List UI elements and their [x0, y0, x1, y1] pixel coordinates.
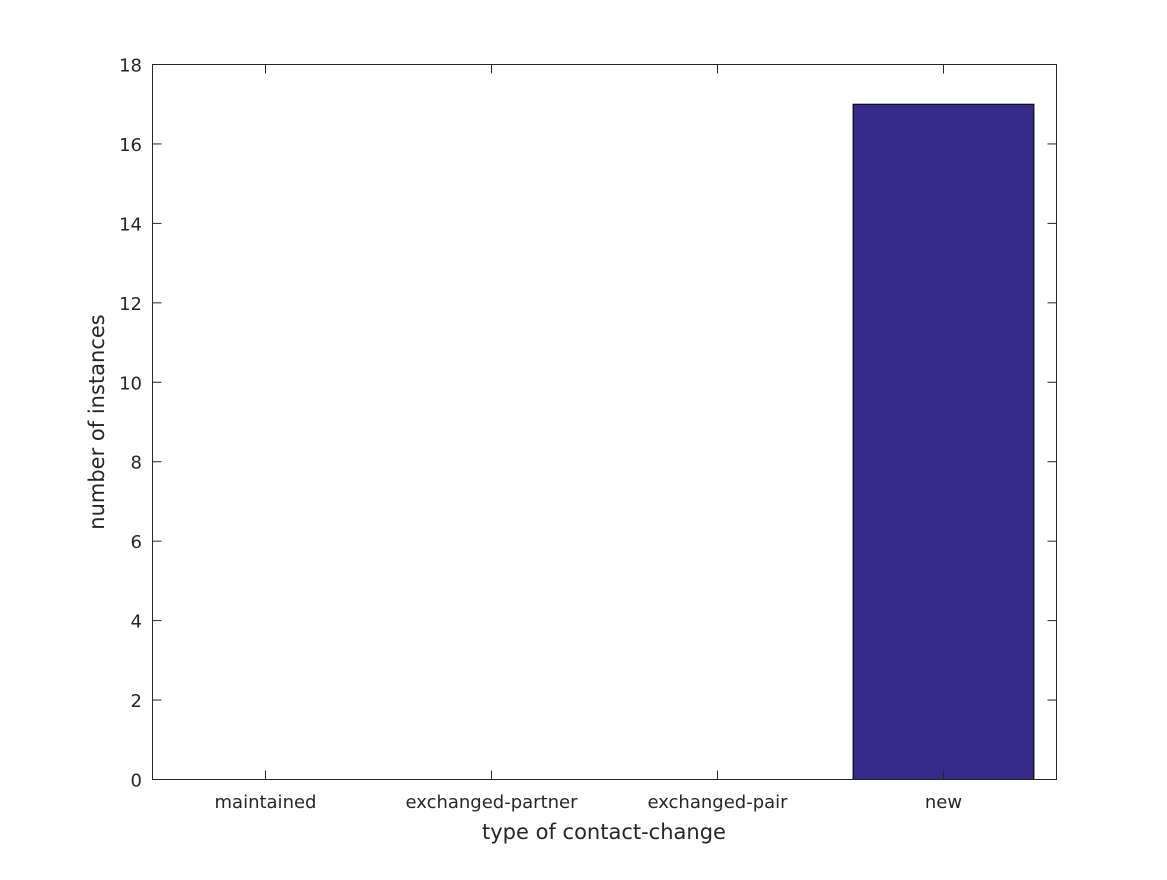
- y-tick-label: 6: [131, 532, 142, 553]
- y-axis-label: number of instances: [85, 314, 109, 529]
- y-tick-label: 12: [119, 294, 142, 315]
- x-tick-label: maintained: [215, 792, 317, 813]
- y-tick-label: 10: [119, 373, 142, 394]
- ticks: maintained exchanged-partner exchanged-pai…: [119, 56, 1057, 813]
- axes-box: [152, 64, 1057, 780]
- x-tick-label: exchanged-pair: [647, 792, 788, 813]
- y-tick-label: 4: [131, 612, 142, 633]
- y-tick-label: 14: [119, 214, 142, 235]
- bar-new: [852, 103, 1035, 780]
- y-tick-label: 2: [131, 691, 142, 712]
- y-tick-label: 16: [119, 135, 142, 156]
- y-tick-label: 0: [131, 771, 142, 792]
- y-tick-label: 8: [131, 453, 142, 474]
- x-axis-label: type of contact-change: [482, 820, 726, 844]
- y-tick-label: 18: [119, 56, 142, 77]
- x-tick-label: new: [925, 792, 962, 813]
- bars: [852, 103, 1035, 780]
- x-tick-label: exchanged-partner: [405, 792, 578, 813]
